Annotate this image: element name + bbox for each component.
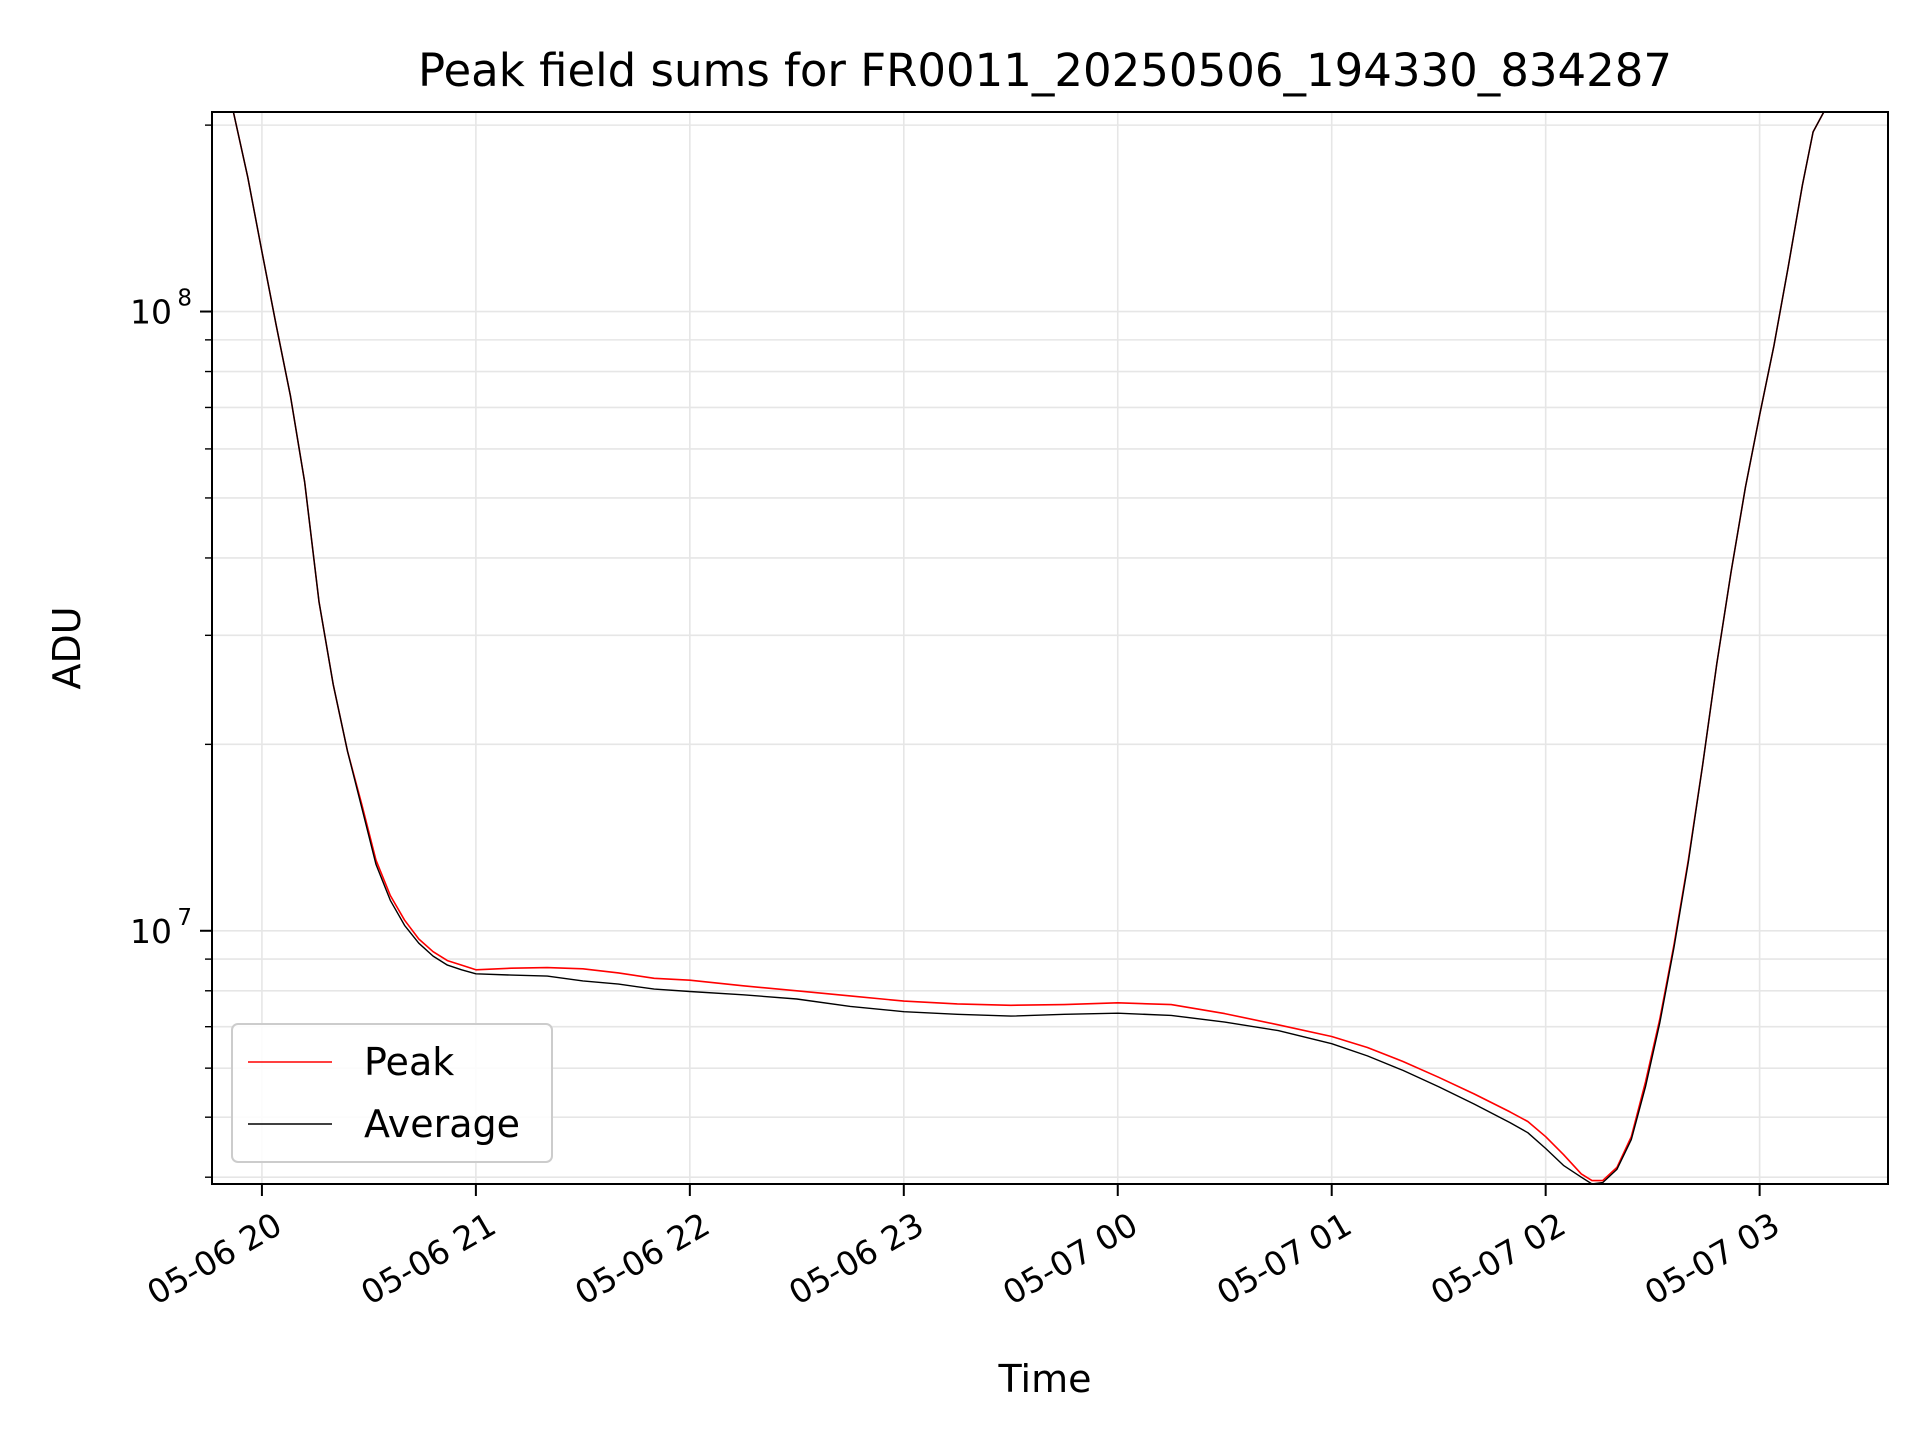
chart-title: Peak field sums for FR0011_20250506_1943…	[418, 44, 1672, 97]
series-layer	[222, 112, 1825, 1184]
x-axis-label: Time	[998, 1357, 1092, 1401]
plot-frame	[211, 111, 1889, 1185]
legend-box	[231, 1023, 553, 1163]
y-tick-label: 10	[130, 912, 172, 951]
series-line-average	[222, 112, 1825, 1184]
y-tick-exponent: 8	[177, 286, 192, 312]
legend-peak-label: Peak	[364, 1040, 454, 1084]
grid	[212, 112, 1888, 1184]
legend: Peak Average	[231, 1023, 553, 1163]
legend-average-label: Average	[364, 1102, 520, 1146]
y-tick-label: 10	[130, 293, 172, 332]
y-tick-exponent: 7	[177, 905, 192, 931]
y-axis-label: ADU	[45, 606, 89, 689]
